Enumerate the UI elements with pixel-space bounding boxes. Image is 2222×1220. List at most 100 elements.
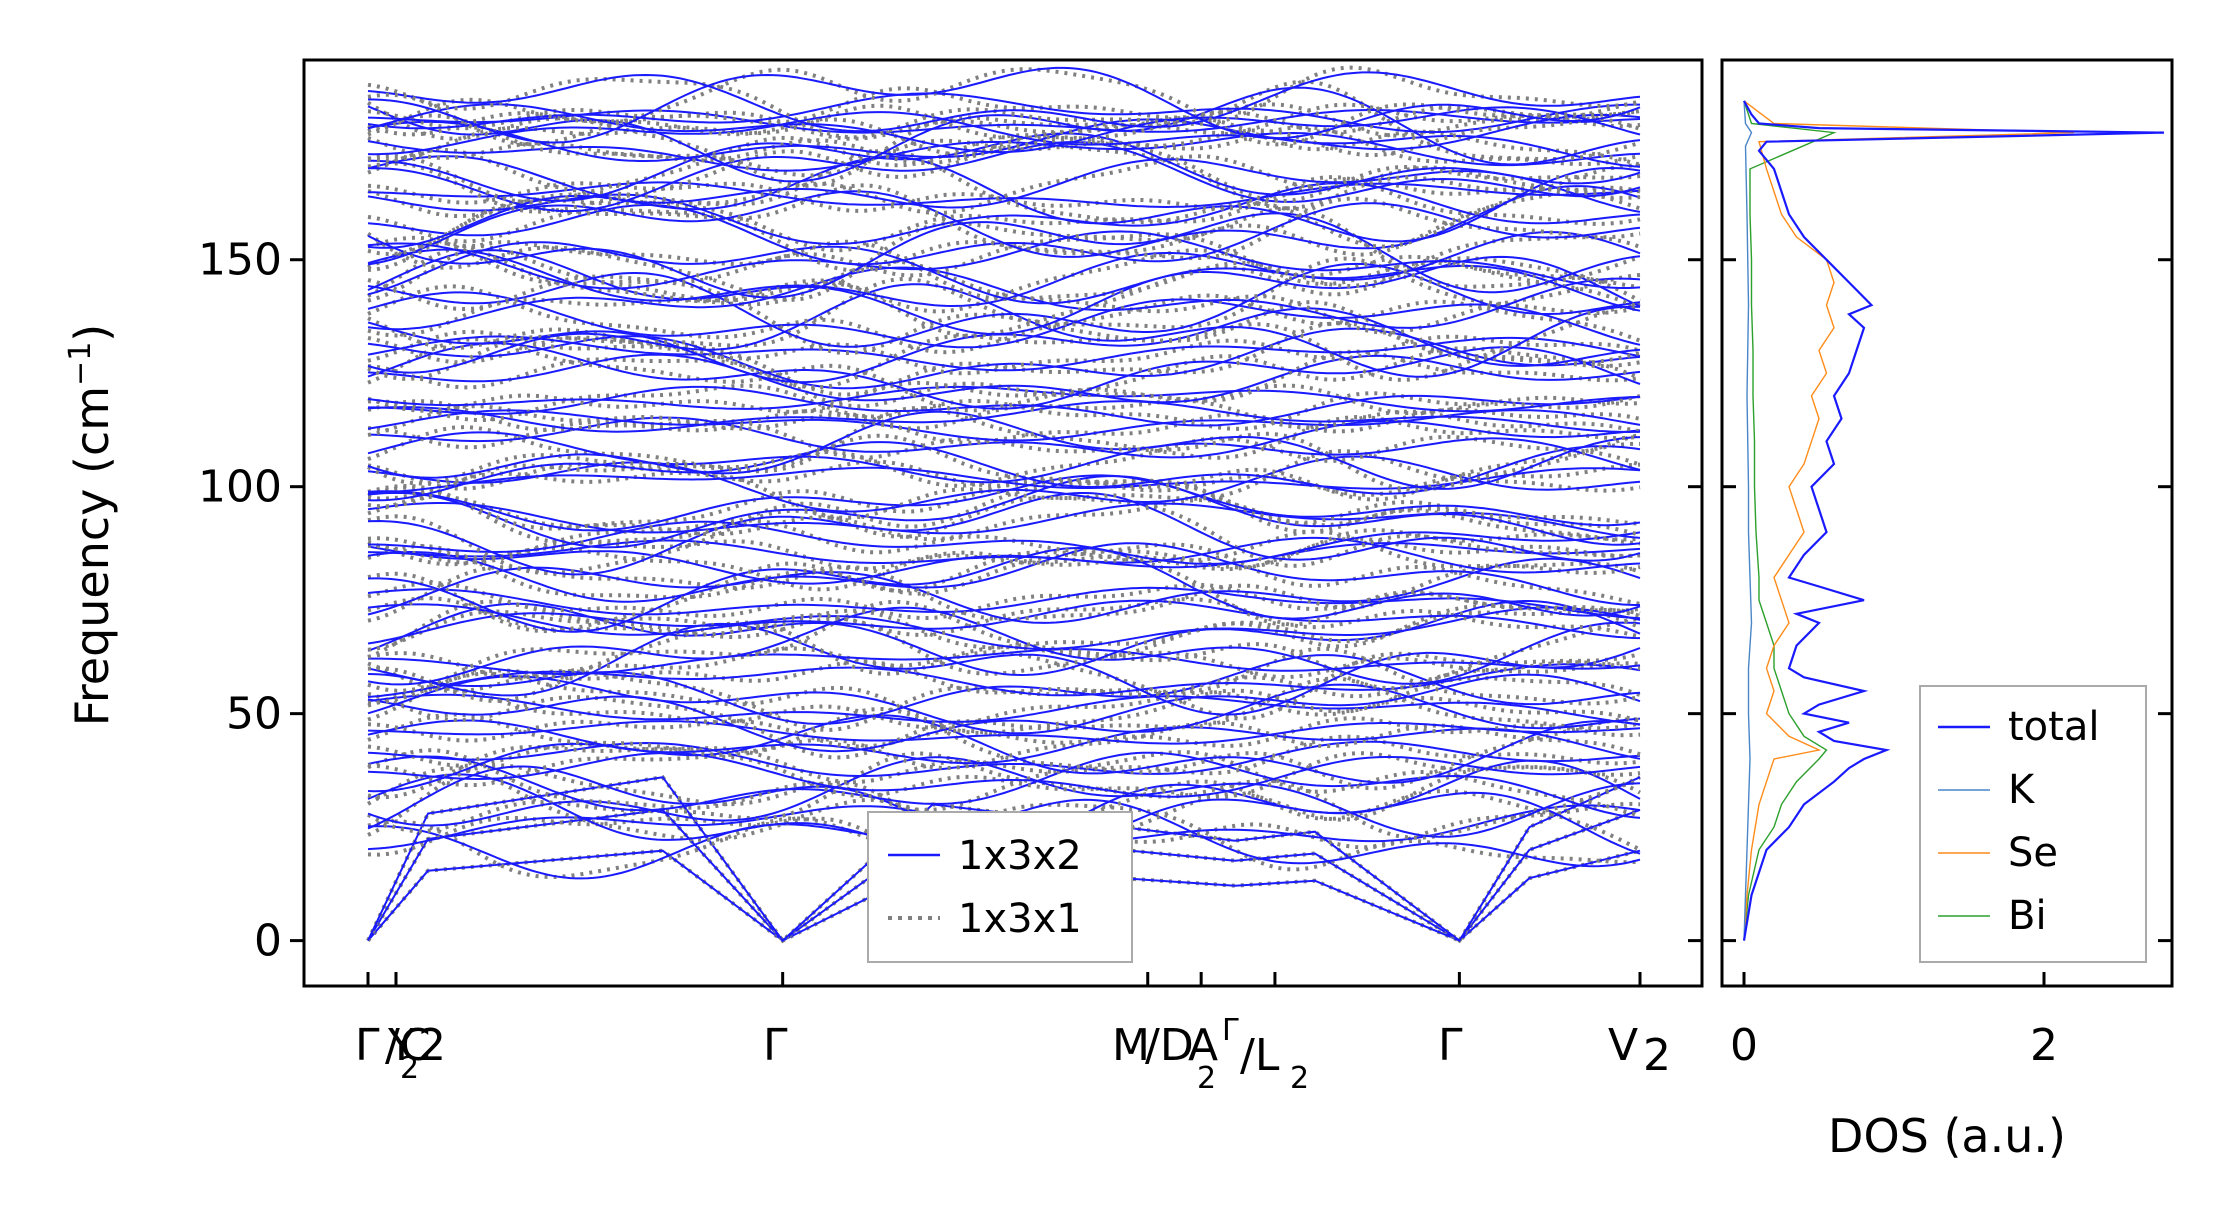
band-1x3x1-branch xyxy=(367,802,1641,880)
band-1x3x1-branch xyxy=(367,232,1641,290)
band-1x3x2-branch xyxy=(367,492,1641,576)
dos-lines xyxy=(1742,100,2165,941)
kpath-label-c-slash: /C xyxy=(385,1020,431,1071)
band-1x3x2-branch xyxy=(367,385,1641,413)
dos-x-label: DOS (a.u.) xyxy=(1828,1109,2066,1163)
kpath-label-d-slash: /D xyxy=(1145,1020,1194,1071)
legend-label-1x3x1: 1x3x1 xyxy=(958,896,1082,942)
band-1x3x2-branch xyxy=(367,400,1641,434)
band-1x3x2-branch xyxy=(368,648,1641,675)
band-1x3x2-branch xyxy=(367,103,1641,154)
band-1x3x1-branch xyxy=(367,707,1641,800)
band-1x3x2-branch xyxy=(367,475,1641,549)
band-1x3x1-branch xyxy=(367,398,1641,434)
band-1x3x1-branch xyxy=(367,383,1641,431)
dos-x-tick-label: 0 xyxy=(1730,1020,1758,1071)
band-1x3x1-branch xyxy=(367,148,1641,257)
band-1x3x2-branch xyxy=(367,155,1641,249)
band-1x3x2-branch xyxy=(367,111,1641,156)
band-structure-panel: 0 50 100 150 xyxy=(198,58,1704,988)
legend-label-se: Se xyxy=(2008,830,2058,876)
band-1x3x1-branch xyxy=(367,518,1641,570)
band-1x3x2-branch xyxy=(367,740,1641,777)
band-1x3x2-branch xyxy=(367,557,1641,624)
band-1x3x1-branch xyxy=(367,580,1641,621)
band-1x3x2-branch xyxy=(367,182,1641,245)
band-1x3x1-branch xyxy=(367,550,1641,634)
dos-curve-k xyxy=(1743,100,1753,941)
y-axis-label: Frequency (cm−1) xyxy=(63,324,119,727)
band-1x3x1-branch xyxy=(367,797,1641,857)
band-1x3x2-branch xyxy=(367,249,1641,335)
band-1x3x1-branch xyxy=(367,529,1641,592)
band-1x3x2-branch xyxy=(367,155,1641,213)
band-1x3x2-branch xyxy=(367,327,1641,390)
kpath-label-l-slash: /L xyxy=(1240,1030,1280,1081)
kpath-label-gamma-small: Γ xyxy=(1222,1013,1239,1048)
band-1x3x2-branch xyxy=(367,693,1641,726)
band-1x3x1-branch xyxy=(367,86,1641,138)
band-1x3x2-branch xyxy=(367,181,1641,209)
band-1x3x2-branch xyxy=(367,140,1641,213)
band-1x3x1-branch xyxy=(367,183,1641,272)
band-1x3x2-branch xyxy=(367,92,1640,134)
band-1x3x2-branch xyxy=(367,606,1641,686)
band-1x3x2-branch xyxy=(368,520,1641,565)
band-1x3x2-branch xyxy=(367,71,1641,133)
dos-x-tick-label: 2 xyxy=(2030,1020,2058,1071)
band-1x3x2-branch xyxy=(367,720,1641,745)
kpath-label-v: V xyxy=(1608,1020,1638,1071)
band-1x3x2-branch xyxy=(367,212,1641,299)
band-1x3x1-branch xyxy=(367,676,1641,760)
band-1x3x2-branch xyxy=(367,474,1641,532)
band-1x3x2-branch xyxy=(367,600,1641,677)
band-1x3x2-branch xyxy=(367,410,1641,490)
band-1x3x2-branch xyxy=(367,673,1641,735)
kpath-label-gamma-mid: Γ xyxy=(763,1020,788,1071)
kpath-label-a: A xyxy=(1188,1020,1218,1071)
dos-legend: total K Se Bi xyxy=(1919,685,2147,963)
band-1x3x2-branch xyxy=(368,66,1641,144)
band-1x3x2-branch xyxy=(367,409,1641,442)
band-1x3x2-branch xyxy=(367,546,1641,633)
kpath-label-d-sub: 2 xyxy=(1197,1061,1216,1096)
band-1x3x1-branch xyxy=(367,103,1641,163)
band-1x3x2-branch xyxy=(367,441,1641,502)
band-1x3x2-branch xyxy=(367,266,1641,331)
band-1x3x2-branch xyxy=(367,342,1641,410)
band-lines xyxy=(366,65,1641,944)
band-1x3x2-branch xyxy=(367,622,1641,716)
y-tick-label: 0 xyxy=(254,916,282,967)
kpath-label-v-sub: 2 xyxy=(1643,1030,1671,1081)
band-1x3x1-branch xyxy=(367,686,1641,730)
kpath-labels: Γ /C 2 Y 2 Γ M /D 2 A Γ /L 2 Γ V 2 xyxy=(355,1013,1671,1096)
band-1x3x2-branch xyxy=(367,663,1641,698)
band-legend-box xyxy=(867,811,1133,963)
kpath-label-gamma-left: Γ xyxy=(355,1020,380,1071)
band-1x3x2-branch xyxy=(367,455,1641,513)
y-tick-label: 50 xyxy=(226,689,282,740)
band-1x3x2-branch xyxy=(367,291,1641,349)
band-1x3x1-branch xyxy=(367,329,1641,376)
y-tick-label: 150 xyxy=(198,235,282,286)
band-1x3x1-branch xyxy=(367,349,1641,409)
band-1x3x1-branch xyxy=(366,79,1641,188)
band-1x3x1-branch xyxy=(367,256,1641,356)
band-legend: 1x3x2 1x3x1 xyxy=(867,811,1133,963)
band-1x3x2-branch xyxy=(367,536,1641,585)
band-1x3x2-branch xyxy=(367,586,1641,620)
dos-axes-frame xyxy=(1720,58,2174,988)
kpath-label-l-sub: 2 xyxy=(1290,1061,1309,1096)
legend-label-k: K xyxy=(2008,767,2036,813)
band-1x3x1-branch xyxy=(367,65,1641,140)
band-1x3x2-branch xyxy=(367,542,1640,606)
kpath-label-c-sub: 2 xyxy=(400,1051,419,1086)
band-1x3x2-branch xyxy=(367,230,1641,290)
dos-curve-se xyxy=(1743,100,2075,941)
legend-label-total: total xyxy=(2008,704,2099,750)
band-1x3x1-branch xyxy=(367,175,1641,253)
band-1x3x2-branch xyxy=(367,539,1641,569)
band-1x3x1-branch xyxy=(367,337,1641,413)
